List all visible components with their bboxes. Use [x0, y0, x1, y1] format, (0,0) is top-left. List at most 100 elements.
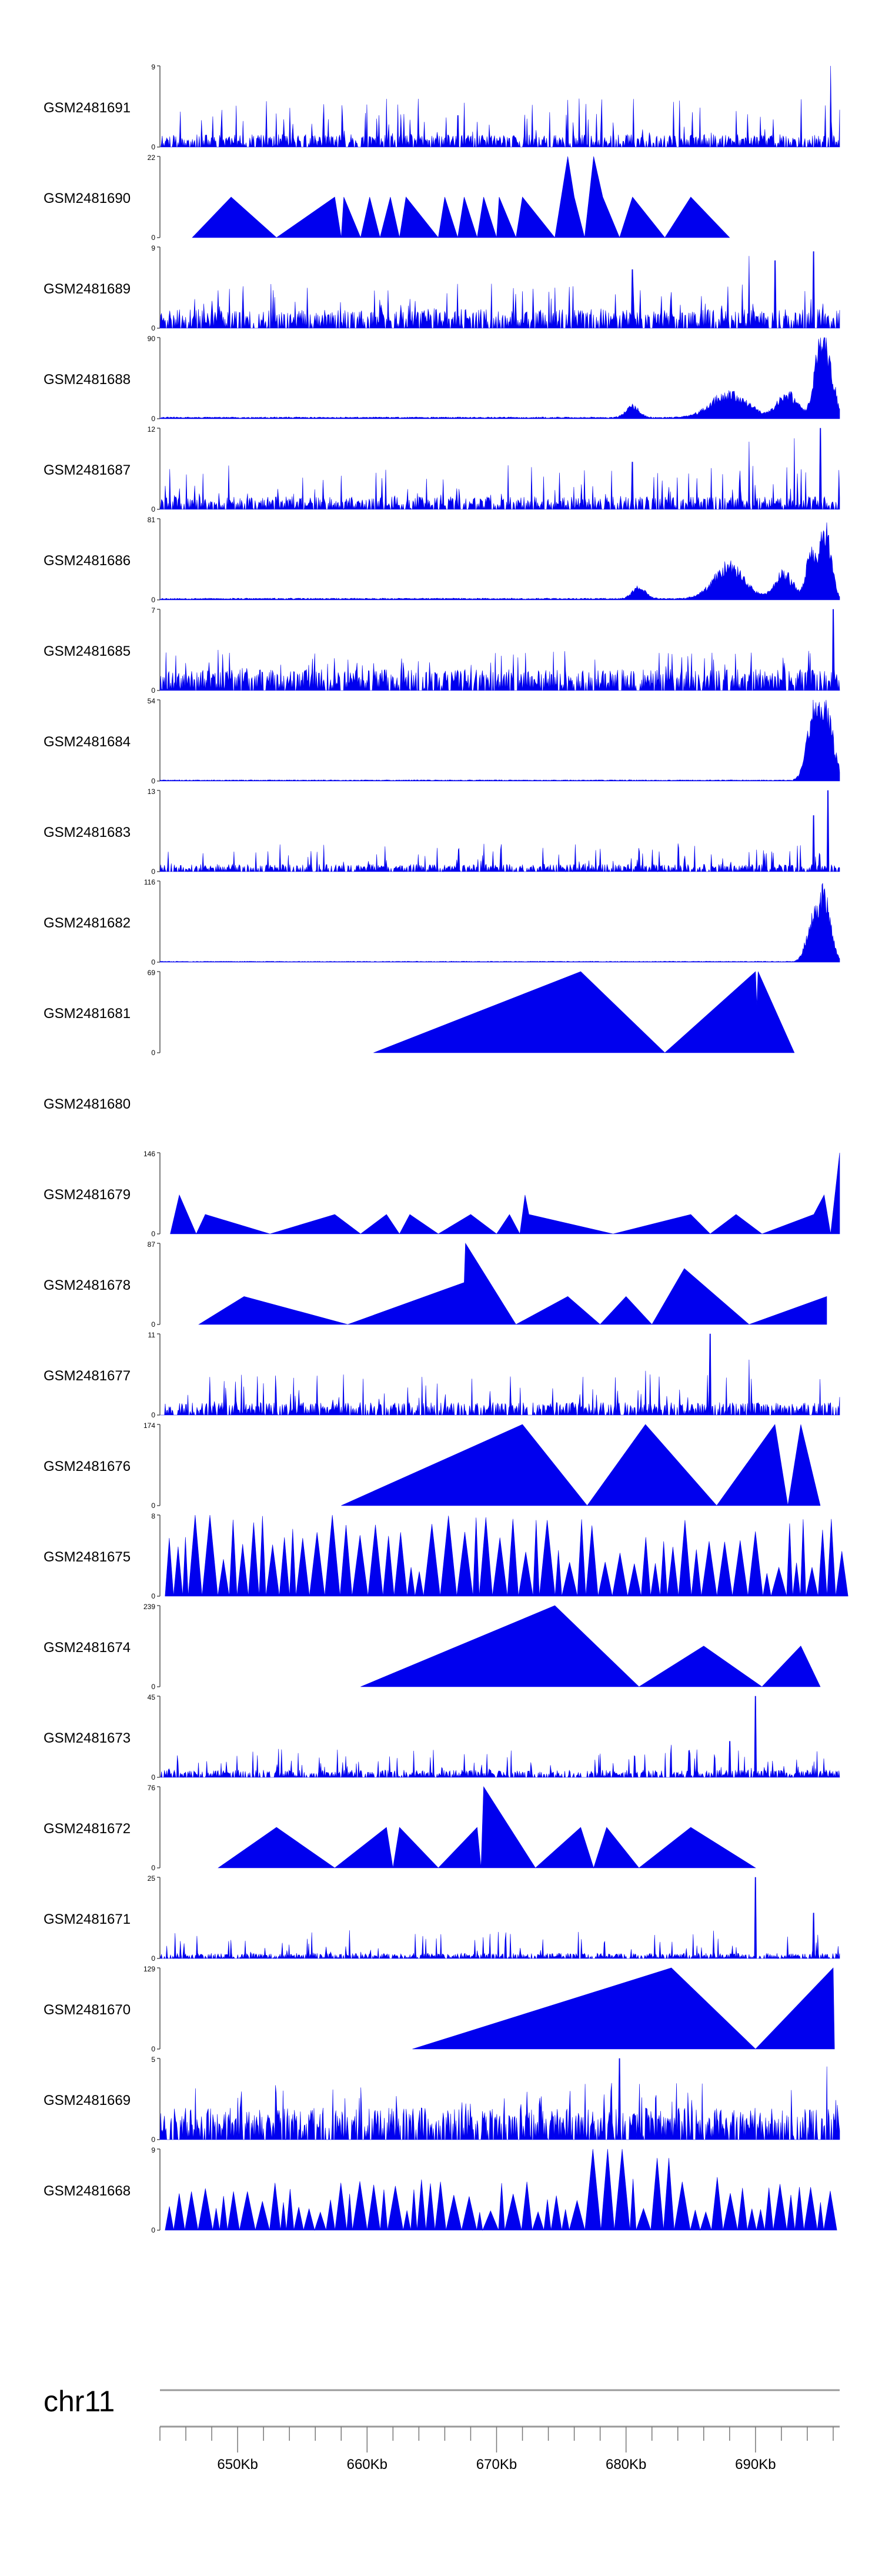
track-GSM2481671: GSM2481671 25 0	[44, 1874, 840, 1963]
track-signal	[192, 156, 730, 239]
track-GSM2481689: GSM2481689 9 0	[44, 244, 840, 332]
track-GSM2481670: GSM2481670 129 0	[44, 1965, 835, 2053]
y-axis-min-label: 0	[151, 1592, 155, 1600]
track-signal	[360, 1605, 821, 1687]
axis-tick-label: 680Kb	[606, 2457, 646, 2472]
track-GSM2481684: GSM2481684 54 0	[44, 697, 840, 785]
track-GSM2481669: GSM2481669 5 0	[44, 2056, 840, 2144]
y-axis-min-label: 0	[151, 1320, 155, 1329]
track-label: GSM2481668	[44, 2183, 131, 2199]
track-label: GSM2481684	[44, 734, 131, 750]
y-axis-min-label: 0	[151, 1954, 155, 1963]
y-axis-min-label: 0	[151, 1683, 155, 1691]
y-axis-min-label: 0	[151, 505, 155, 513]
y-axis-max-label: 9	[151, 2146, 155, 2154]
track-label: GSM2481679	[44, 1187, 131, 1203]
track-signal	[159, 609, 840, 691]
track-label: GSM2481674	[44, 1640, 131, 1656]
track-signal	[412, 1967, 835, 2050]
track-signal	[218, 1786, 756, 1868]
track-label: GSM2481687	[44, 462, 131, 478]
track-label: GSM2481670	[44, 2002, 131, 2018]
y-axis-max-label: 7	[151, 606, 155, 615]
track-group: GSM248169190GSM2481690220GSM248168990GSM…	[44, 63, 848, 2234]
track-GSM2481681: GSM2481681 69 0	[44, 969, 795, 1057]
track-GSM2481683: GSM2481683 13 0	[44, 788, 840, 876]
y-axis-max-label: 5	[151, 2056, 155, 2064]
y-axis-max-label: 146	[143, 1150, 155, 1158]
y-axis-min-label: 0	[151, 686, 155, 695]
y-axis-min-label: 0	[151, 2045, 155, 2053]
y-axis-min-label: 0	[151, 958, 155, 966]
track-label: GSM2481673	[44, 1730, 131, 1746]
axis-tick-label: 670Kb	[476, 2457, 517, 2472]
track-GSM2481673: GSM2481673 45 0	[44, 1693, 840, 1781]
track-signal	[160, 1333, 840, 1416]
y-axis-min-label: 0	[151, 2226, 155, 2234]
track-GSM2481668: GSM2481668 9 0	[44, 2146, 837, 2234]
track-label: GSM2481688	[44, 372, 131, 388]
track-GSM2481679: GSM2481679 146 0	[44, 1150, 840, 1238]
track-signal	[165, 2148, 837, 2231]
track-signal	[159, 522, 840, 600]
y-axis-min-label: 0	[151, 1230, 155, 1238]
track-label: GSM2481675	[44, 1549, 131, 1565]
y-axis-min-label: 0	[151, 596, 155, 604]
track-label: GSM2481686	[44, 553, 131, 569]
track-label: GSM2481685	[44, 643, 131, 659]
y-axis-min-label: 0	[151, 1049, 155, 1057]
track-signal	[159, 251, 840, 329]
axis-tick-label: 690Kb	[735, 2457, 776, 2472]
track-label: GSM2481678	[44, 1277, 131, 1293]
y-axis-max-label: 9	[151, 63, 155, 71]
track-GSM2481687: GSM2481687 12 0	[44, 425, 840, 513]
track-label: GSM2481676	[44, 1459, 131, 1474]
track-GSM2481686: GSM2481686 81 0	[44, 516, 840, 604]
track-GSM2481676: GSM2481676 174 0	[44, 1422, 821, 1510]
track-GSM2481685: GSM2481685 7 0	[44, 606, 840, 695]
track-GSM2481688: GSM2481688 90 0	[44, 335, 840, 423]
track-GSM2481677: GSM2481677 11 0	[44, 1331, 840, 1419]
y-axis-max-label: 22	[148, 154, 156, 162]
y-axis-max-label: 90	[148, 335, 156, 343]
genome-axis: chr11 650Kb 660Kb 670Kb 680Kb 690Kb	[44, 2385, 840, 2472]
track-GSM2481690: GSM2481690 22 0	[44, 154, 730, 242]
track-label: GSM2481682	[44, 915, 131, 931]
track-signal	[341, 1424, 821, 1506]
track-signal	[159, 1877, 840, 1960]
axis-tick-label: 650Kb	[217, 2457, 258, 2472]
y-axis-max-label: 239	[143, 1603, 155, 1611]
y-axis-max-label: 8	[151, 1512, 155, 1520]
y-axis-min-label: 0	[151, 143, 155, 151]
y-axis-min-label: 0	[151, 2135, 155, 2144]
y-axis-min-label: 0	[151, 415, 155, 423]
y-axis-min-label: 0	[151, 1773, 155, 1781]
track-label: GSM2481681	[44, 1006, 131, 1022]
track-signal	[159, 337, 840, 419]
track-label: GSM2481672	[44, 1821, 131, 1837]
track-GSM2481674: GSM2481674 239 0	[44, 1603, 821, 1691]
axis-ticks: 650Kb 660Kb 670Kb 680Kb 690Kb	[159, 2427, 834, 2472]
y-axis-min-label: 0	[151, 1501, 155, 1510]
axis-tick-label: 660Kb	[347, 2457, 387, 2472]
track-signal	[159, 2058, 840, 2140]
y-axis-min-label: 0	[151, 867, 155, 876]
track-label: GSM2481680	[44, 1096, 131, 1112]
y-axis-max-label: 45	[148, 1693, 156, 1701]
y-axis-min-label: 0	[151, 1411, 155, 1419]
track-signal	[159, 883, 840, 963]
track-label: GSM2481683	[44, 825, 131, 840]
y-axis-max-label: 129	[143, 1965, 155, 1973]
y-axis-max-label: 54	[148, 697, 156, 705]
y-axis-min-label: 0	[151, 324, 155, 332]
y-axis-max-label: 174	[143, 1422, 155, 1430]
y-axis-min-label: 0	[151, 1864, 155, 1872]
track-GSM2481678: GSM2481678 87 0	[44, 1240, 827, 1329]
track-signal	[159, 790, 840, 873]
track-GSM2481682: GSM2481682 116 0	[44, 878, 840, 966]
track-GSM2481680: GSM2481680	[44, 1096, 131, 1112]
y-axis-max-label: 25	[148, 1874, 156, 1883]
y-axis-min-label: 0	[151, 233, 155, 242]
y-axis-min-label: 0	[151, 777, 155, 785]
track-signal	[165, 1514, 848, 1597]
